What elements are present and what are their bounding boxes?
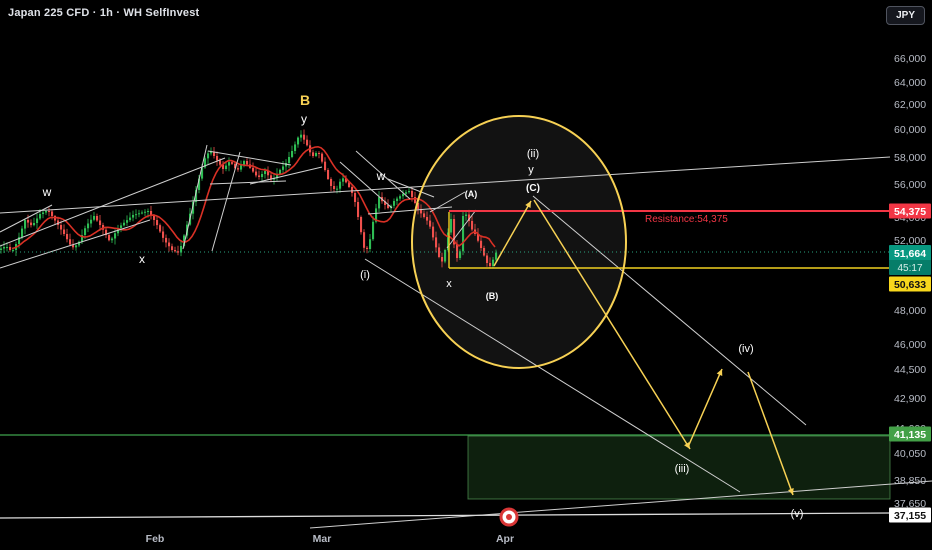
- wave-label: (iv): [738, 343, 753, 355]
- price-axis-label: 52,000: [894, 235, 926, 247]
- wave-label: x: [446, 278, 452, 290]
- badge-price: 54,375: [894, 206, 926, 218]
- trendline[interactable]: [309, 480, 932, 529]
- wave-label: (v): [791, 508, 804, 520]
- wave-label: w: [376, 169, 386, 183]
- price-axis-label: 37,650: [894, 498, 926, 510]
- wave-label: w: [42, 185, 52, 199]
- wave-label: (A): [465, 189, 478, 199]
- wave-label: B: [300, 92, 310, 108]
- wave-label: (B): [486, 291, 499, 301]
- price-axis-label: 66,000: [894, 53, 926, 65]
- price-axis-label: 42,900: [894, 393, 926, 405]
- moving-average-line: [11, 145, 496, 250]
- price-axis-badge-last-price: 51,664 45:17: [889, 245, 931, 275]
- trendline[interactable]: [0, 204, 53, 233]
- trendline[interactable]: [209, 180, 287, 185]
- forecast-arrow[interactable]: [687, 368, 723, 448]
- trendline[interactable]: [339, 161, 393, 209]
- trendline[interactable]: [446, 209, 477, 249]
- badge-price: 50,633: [894, 279, 926, 291]
- time-axis-label: Feb: [146, 533, 165, 545]
- wave-label: y: [301, 112, 307, 126]
- wave-label: (C): [526, 183, 540, 194]
- symbol-title[interactable]: Japan 225 CFD · 1h · WH SelfInvest: [8, 7, 200, 19]
- price-axis-label: 56,000: [894, 179, 926, 191]
- trendline[interactable]: [367, 206, 453, 215]
- price-axis-label: 40,050: [894, 448, 926, 460]
- badge-price: 37,155: [894, 510, 926, 522]
- wave-label: x: [139, 252, 145, 266]
- currency-badge[interactable]: JPY: [886, 6, 925, 25]
- price-axis-label: 58,000: [894, 152, 926, 164]
- forecast-arrow[interactable]: [493, 200, 532, 267]
- highlight-ellipse[interactable]: [411, 115, 627, 369]
- forecast-arrow[interactable]: [533, 199, 691, 450]
- price-axis-badge-support: 50,633: [889, 276, 931, 292]
- price-axis-label: 38,850: [894, 475, 926, 487]
- wave-label: y: [528, 164, 534, 176]
- price-axis-label: 62,000: [894, 99, 926, 111]
- support-level-line[interactable]: [0, 512, 891, 519]
- badge-countdown: 45:17: [897, 263, 922, 274]
- trendline[interactable]: [0, 156, 891, 214]
- trendline[interactable]: [387, 178, 435, 198]
- price-axis[interactable]: 66,00064,00062,00060,00058,00056,00054,0…: [889, 53, 931, 523]
- time-axis[interactable]: Feb Mar Apr: [146, 533, 514, 545]
- trendline[interactable]: [355, 150, 411, 200]
- trendline[interactable]: [182, 144, 208, 250]
- price-axis-badge-resistance: 54,375: [889, 203, 931, 219]
- trendline[interactable]: [211, 151, 241, 252]
- resistance-label: Resistance:54,375: [645, 214, 728, 225]
- price-axis-badge-zone-top: 41,135: [889, 426, 931, 442]
- forecast-arrow[interactable]: [747, 371, 794, 496]
- price-axis-label: 60,000: [894, 124, 926, 136]
- price-axis-label: 64,000: [894, 77, 926, 89]
- target-zone-box[interactable]: [467, 435, 891, 500]
- price-axis-label: 46,000: [894, 339, 926, 351]
- trendline[interactable]: [532, 195, 807, 426]
- badge-price: 51,664: [894, 248, 926, 260]
- wave-label: (ii): [527, 148, 539, 160]
- trendline[interactable]: [0, 157, 226, 247]
- time-axis-label: Apr: [496, 533, 514, 545]
- price-axis-label: 48,000: [894, 305, 926, 317]
- trendline[interactable]: [429, 191, 466, 213]
- price-axis-badge-level: 37,155: [889, 507, 931, 523]
- trendline[interactable]: [364, 258, 741, 493]
- wave-label: (iii): [675, 463, 690, 475]
- event-marker[interactable]: [499, 507, 519, 527]
- trendline[interactable]: [207, 150, 292, 166]
- time-axis-label: Mar: [313, 533, 332, 545]
- trendline[interactable]: [249, 166, 323, 185]
- wave-label: (i): [360, 269, 370, 281]
- highlight-ellipse-fill: [412, 116, 626, 368]
- trendline[interactable]: [0, 219, 151, 269]
- price-axis-label: 44,500: [894, 364, 926, 376]
- badge-price: 41,135: [894, 429, 926, 441]
